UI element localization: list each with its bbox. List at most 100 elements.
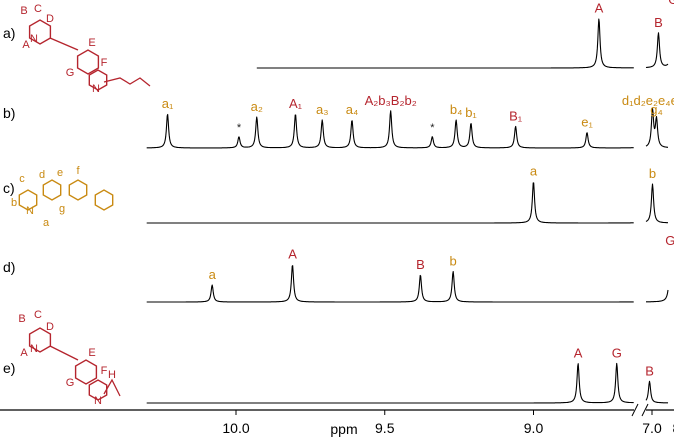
spectrum-a: a) A B G D EF C <box>3 0 674 69</box>
row-label: c) <box>3 180 15 196</box>
peak-label: a <box>530 163 538 178</box>
peak-label: B₁ <box>509 108 523 123</box>
peak-label: a₄ <box>346 102 359 117</box>
ring <box>74 359 98 385</box>
ring <box>76 49 100 75</box>
vinyl-group <box>103 378 121 397</box>
spectrum-trace <box>645 107 669 148</box>
x-tick-label: 10.0 <box>222 420 249 436</box>
structure-c: c d e f bN ga <box>11 165 114 229</box>
peak-label: a₂ <box>251 99 263 114</box>
atom-label: N <box>92 83 100 95</box>
peak-label: G <box>665 233 674 248</box>
atom-label: g <box>59 203 65 215</box>
peak-label: G <box>668 0 674 7</box>
atom-label: c <box>19 173 25 185</box>
peak-label: e₁ <box>581 115 593 130</box>
ring <box>28 327 52 353</box>
atom-label: d <box>39 169 45 181</box>
row-label: e) <box>3 360 15 376</box>
row-label: a) <box>3 25 15 41</box>
atom-label: F <box>101 57 108 69</box>
alkyne-bond <box>49 345 79 361</box>
spectrum-trace <box>256 18 634 69</box>
x-tick-label: 9.0 <box>524 420 544 436</box>
spectrum-trace <box>645 32 669 69</box>
spectrum-d: d)aABbGdfDeH₁CcEFH₂g <box>3 233 674 303</box>
peak-label: a <box>209 267 217 282</box>
atom-label: C <box>34 309 42 321</box>
peak-label: a₁ <box>162 96 174 111</box>
spectrum-c: c) a b d f g e c <box>3 163 669 224</box>
peak-label: b₄ <box>450 102 463 117</box>
spectrum-e: e)AGBDHEFC <box>3 345 669 404</box>
spectrum-trace <box>146 182 634 224</box>
atom-label: H <box>108 369 116 381</box>
spectrum-trace <box>645 289 669 303</box>
atom-label: G <box>66 67 75 79</box>
atom-label: B <box>20 5 27 17</box>
x-tick-label: 7.0 <box>642 420 662 436</box>
peak-label: * <box>237 122 242 134</box>
ring <box>28 19 52 45</box>
ppm-axis: ppm 10.09.59.08.58.07.57.0 <box>0 403 674 437</box>
peak-label: b <box>450 253 457 268</box>
atom-label: A <box>22 39 30 51</box>
axis-break-mark <box>631 403 639 417</box>
atom-label: a <box>43 217 50 229</box>
atom-label: e <box>57 167 63 179</box>
peak-label: B <box>654 15 663 30</box>
row-label: d) <box>3 259 15 275</box>
peak-label: b <box>649 166 656 181</box>
alkyl-chain <box>103 77 151 87</box>
atom-label: E <box>88 37 95 49</box>
peak-label: b₁ <box>465 105 477 120</box>
peak-label: d₁d₂e₂e₄e₃ <box>622 93 674 108</box>
spectrum-trace <box>146 110 634 149</box>
ring <box>94 189 114 211</box>
peak-label: a₃ <box>316 102 329 117</box>
x-tick-label: 9.5 <box>375 420 395 436</box>
x-axis-title: ppm <box>330 421 357 437</box>
atom-label: B <box>18 313 25 325</box>
peak-label: B <box>416 257 425 272</box>
atom-label: N <box>30 343 38 355</box>
atom-label: D <box>46 13 54 25</box>
peak-label: * <box>430 122 435 134</box>
peak-label: A₁ <box>289 96 303 111</box>
atom-label: A <box>20 347 28 359</box>
spectrum-trace <box>645 380 669 404</box>
ring <box>88 379 108 401</box>
atom-label: b <box>11 197 17 209</box>
atom-label: G <box>66 377 75 389</box>
axis-break-mark <box>641 403 649 417</box>
ring <box>42 179 62 201</box>
peak-label: A <box>595 1 604 16</box>
atom-label: F <box>101 365 108 377</box>
atom-label: f <box>76 165 80 177</box>
spectrum-trace <box>146 362 634 404</box>
row-label: b) <box>3 105 15 121</box>
peak-label: A <box>288 247 297 262</box>
peak-label: B <box>645 363 654 378</box>
peak-label: G <box>612 345 622 360</box>
x-tick-label: 8.5 <box>673 420 674 436</box>
ring <box>68 179 88 201</box>
peak-label: A <box>574 345 583 360</box>
peak-label: g₄ <box>650 102 663 117</box>
peak-label: A₂b₃B₂b₂ <box>365 93 417 108</box>
spectrum-trace <box>645 183 669 224</box>
spectrum-trace <box>146 265 634 303</box>
atom-label: E <box>88 347 95 359</box>
ring <box>18 189 38 211</box>
atom-label: C <box>34 3 42 15</box>
spectra-rows: a)ABGDEFCb)a₁*a₂A₁a₃a₄A₂b₃B₂b₂*b₄b₁B₁e₁d… <box>3 0 674 404</box>
atom-label: N <box>30 33 38 45</box>
atom-label: D <box>46 321 54 333</box>
